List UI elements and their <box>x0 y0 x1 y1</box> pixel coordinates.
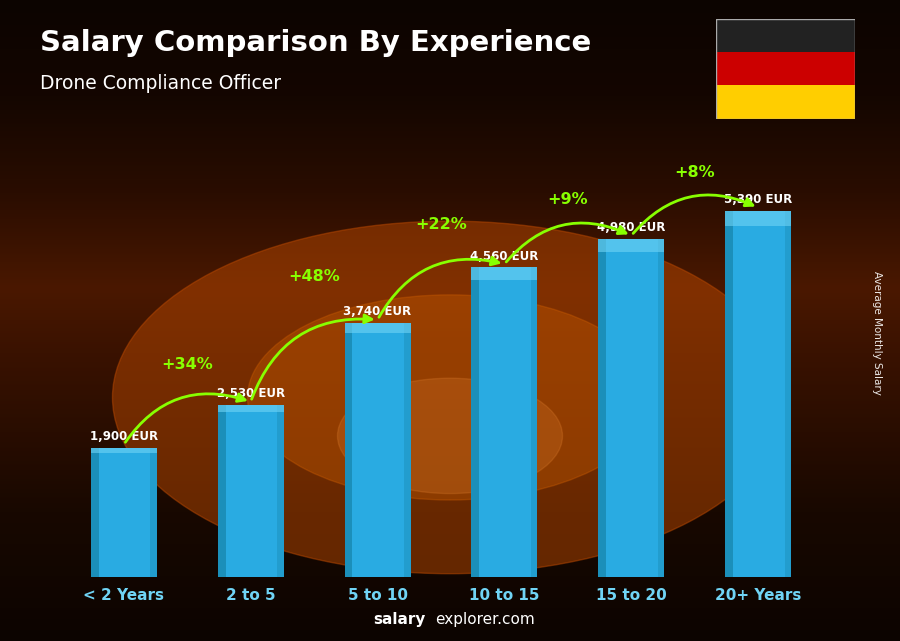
Text: 5,390 EUR: 5,390 EUR <box>724 194 792 206</box>
Text: +34%: +34% <box>161 356 213 372</box>
Bar <box>404 323 410 577</box>
Bar <box>531 267 537 577</box>
Ellipse shape <box>338 378 562 494</box>
Text: Drone Compliance Officer: Drone Compliance Officer <box>40 74 282 93</box>
Text: Average Monthly Salary: Average Monthly Salary <box>872 271 883 395</box>
Bar <box>598 239 607 577</box>
Text: salary: salary <box>374 612 426 627</box>
Bar <box>345 323 410 333</box>
Bar <box>598 239 664 253</box>
Text: explorer.com: explorer.com <box>435 612 535 627</box>
Bar <box>785 211 791 577</box>
Bar <box>218 405 284 412</box>
Text: +22%: +22% <box>415 217 467 232</box>
Text: +9%: +9% <box>547 192 589 208</box>
Ellipse shape <box>248 295 652 500</box>
Bar <box>218 405 284 577</box>
Text: +8%: +8% <box>674 165 716 179</box>
Text: +48%: +48% <box>288 269 340 283</box>
Bar <box>218 405 226 577</box>
Bar <box>598 239 664 577</box>
Bar <box>658 239 664 577</box>
Text: 1,900 EUR: 1,900 EUR <box>90 430 158 443</box>
Bar <box>725 211 791 577</box>
Bar <box>91 448 157 577</box>
Text: 2,530 EUR: 2,530 EUR <box>217 387 284 401</box>
Bar <box>472 267 537 279</box>
Bar <box>716 53 855 85</box>
Bar <box>277 405 284 577</box>
Bar <box>725 211 734 577</box>
Bar <box>472 267 537 577</box>
Bar <box>716 85 855 119</box>
Text: Salary Comparison By Experience: Salary Comparison By Experience <box>40 29 592 57</box>
Text: 3,740 EUR: 3,740 EUR <box>344 305 411 319</box>
Text: 4,980 EUR: 4,980 EUR <box>597 221 665 234</box>
Text: 4,560 EUR: 4,560 EUR <box>471 249 538 263</box>
Ellipse shape <box>112 221 788 574</box>
Bar <box>716 19 855 53</box>
Bar <box>91 448 99 577</box>
Bar <box>345 323 410 577</box>
Bar <box>150 448 157 577</box>
Bar <box>345 323 353 577</box>
Bar <box>725 211 791 226</box>
Bar <box>91 448 157 453</box>
Bar <box>472 267 480 577</box>
